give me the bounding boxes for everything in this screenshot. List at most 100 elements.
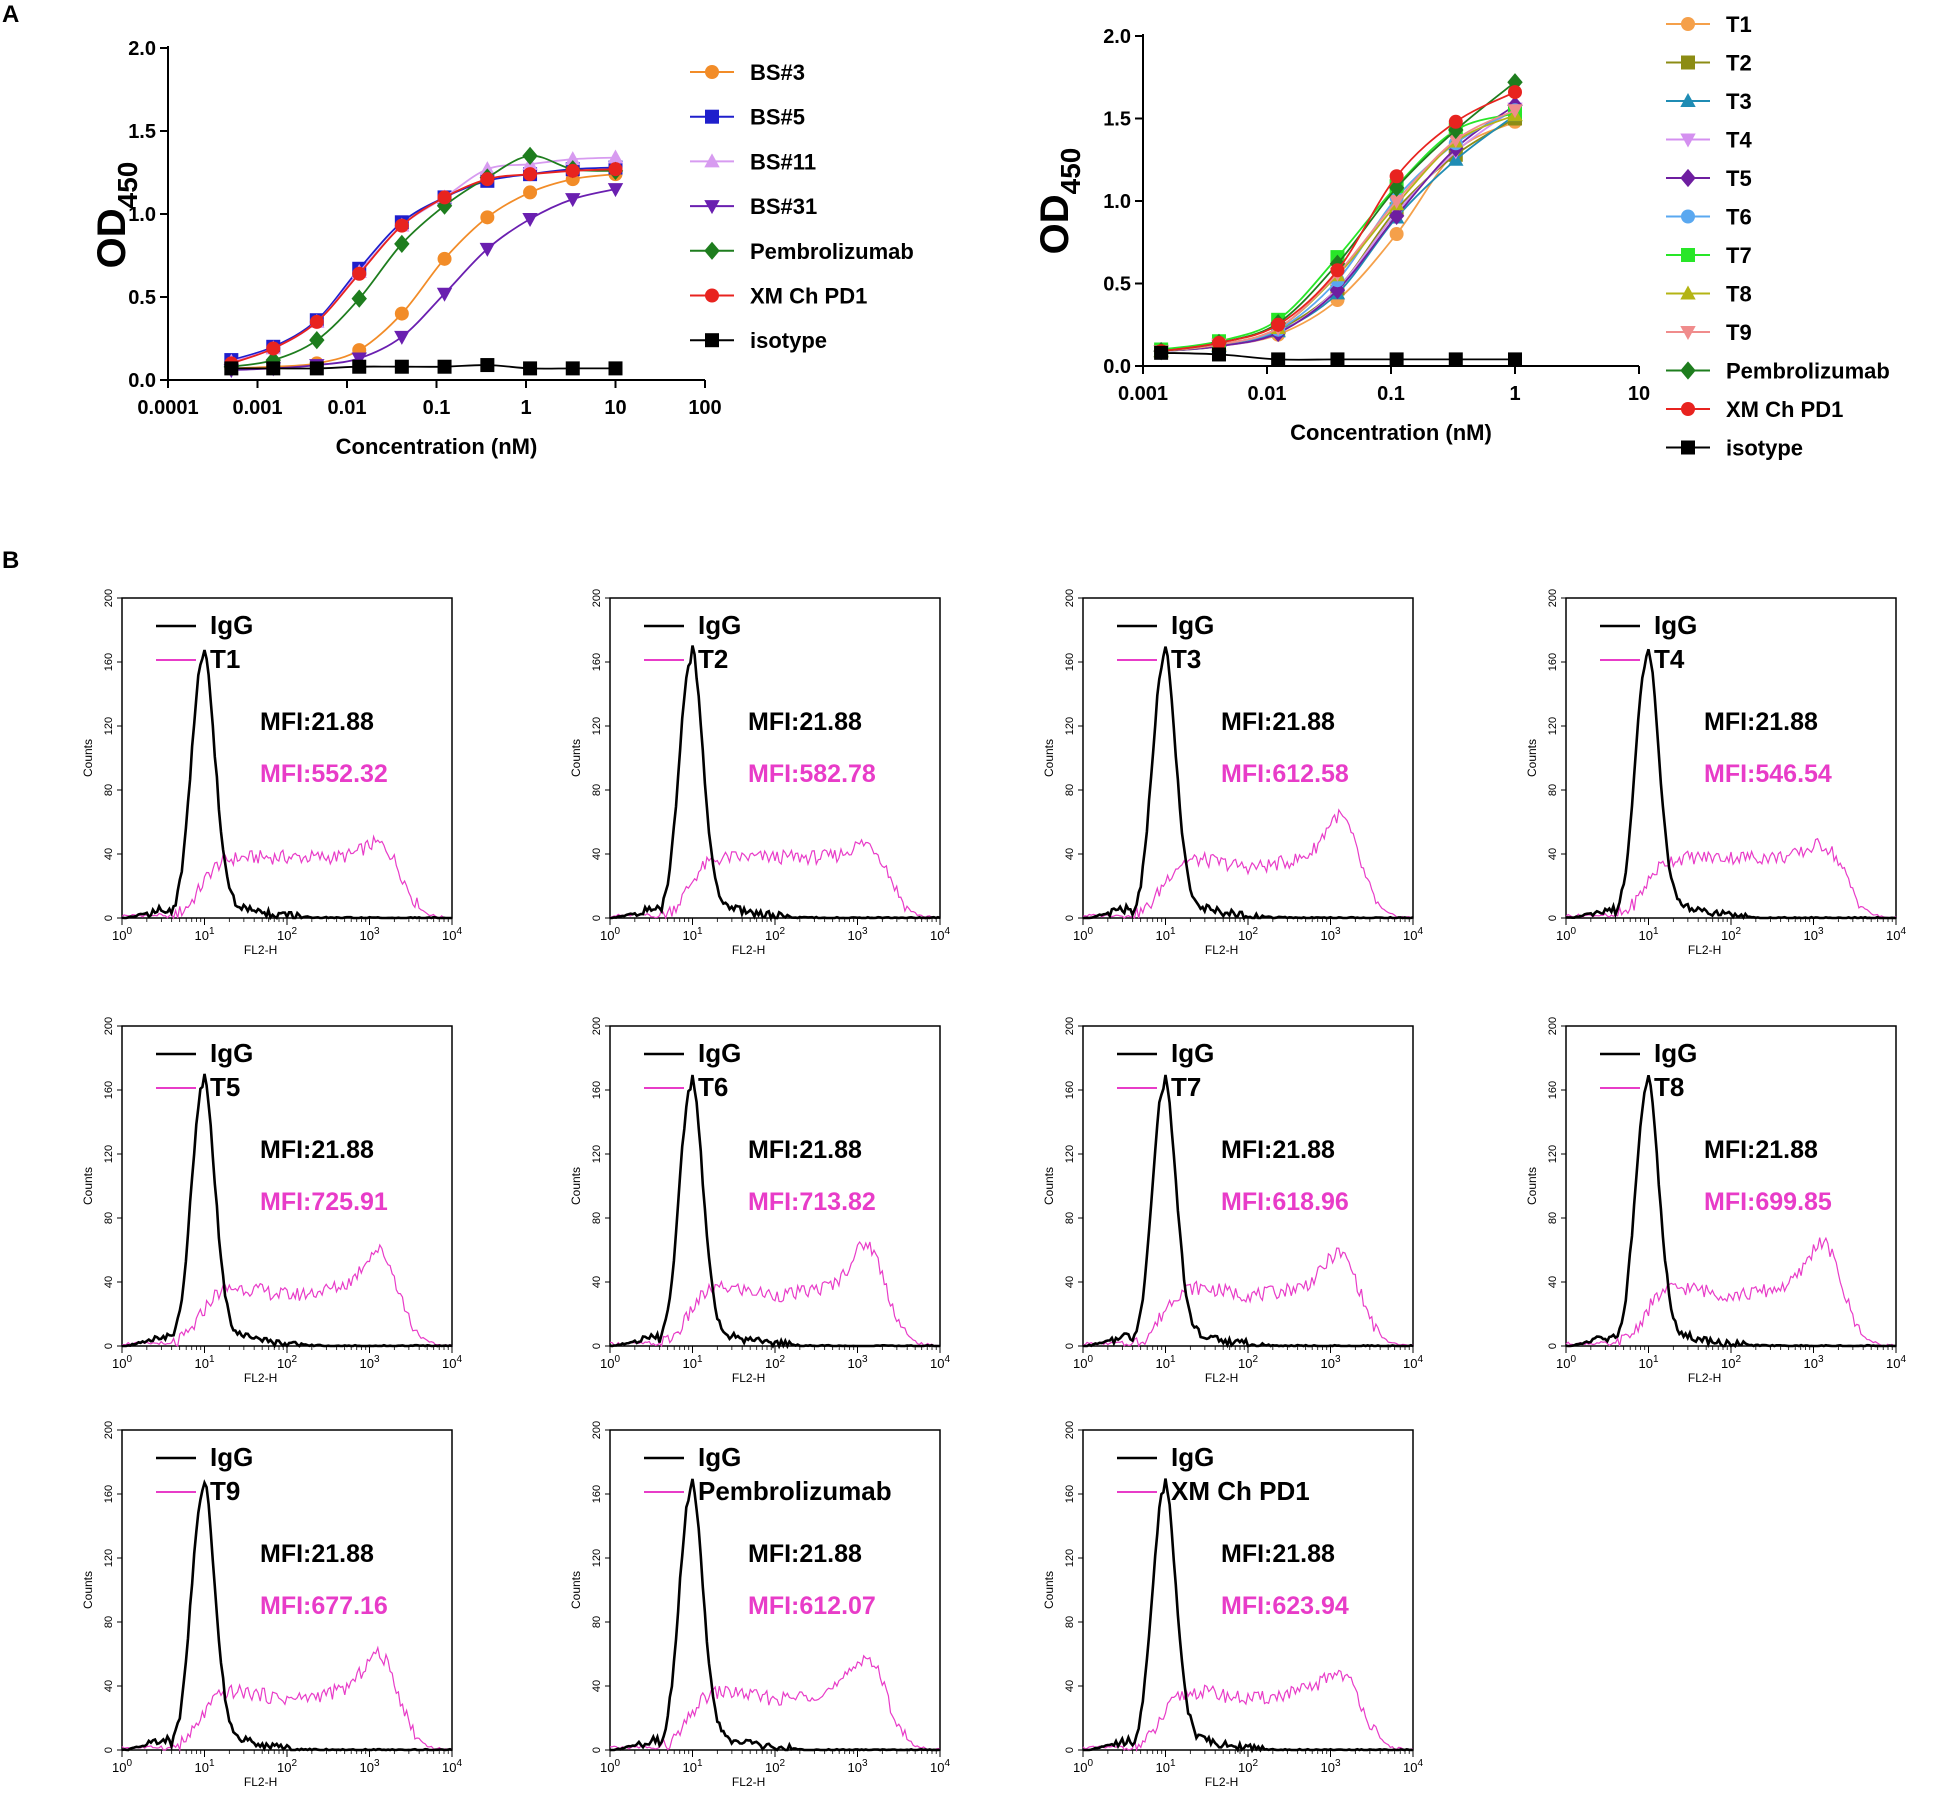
- x-tick-label: 100: [600, 1354, 620, 1371]
- x-tick-exponent: 4: [1417, 926, 1423, 937]
- x-tick-exponent: 3: [1335, 926, 1341, 937]
- data-point-isotype: [1211, 347, 1226, 362]
- legend-marker: [1680, 92, 1696, 107]
- x-tick-base: 10: [359, 928, 373, 943]
- legend-item-isotype: isotype: [1666, 436, 1803, 461]
- x-tick-label: 104: [1403, 1758, 1423, 1775]
- x-tick-base: 10: [1556, 928, 1570, 943]
- y-tick-label: 80: [1064, 784, 1076, 796]
- data-point-pembrolizumab: [351, 289, 367, 308]
- legend-marker: [704, 200, 720, 215]
- sample-mfi-text: MFI:552.32: [260, 760, 388, 788]
- legend-label: T5: [1726, 166, 1752, 191]
- x-tick-base: 10: [1403, 928, 1417, 943]
- sample-histogram-line: [1565, 1236, 1897, 1347]
- histogram-legend: IgG T5: [156, 1038, 253, 1102]
- x-tick-exponent: 2: [291, 1354, 297, 1365]
- series-line-xm-ch-pd1: [231, 168, 616, 365]
- data-point-isotype: [266, 361, 281, 376]
- legend-marker: [1681, 209, 1695, 224]
- x-tick-exponent: 3: [1818, 926, 1824, 937]
- legend-label-sample: T3: [1171, 644, 1201, 674]
- histogram-legend: IgG T8: [1600, 1038, 1697, 1102]
- y-tick-label: 0.0: [128, 370, 156, 392]
- x-tick-label: 0.1: [423, 397, 451, 419]
- y-axis-label: Counts: [569, 1167, 583, 1205]
- control-mfi-text: MFI:21.88: [260, 708, 374, 736]
- y-axis-label-sub: 450: [1055, 148, 1086, 195]
- legend-item-t5: T5: [1666, 166, 1752, 191]
- plot-frame: [609, 1025, 941, 1347]
- data-point-xm-ch-pd1: [480, 172, 495, 187]
- y-tick-label: 40: [1064, 1276, 1076, 1288]
- legend-item-t7: T7: [1666, 243, 1752, 268]
- y-tick-label: 0: [1547, 1343, 1559, 1349]
- y-tick-label: 40: [1547, 1276, 1559, 1288]
- x-tick-base: 10: [682, 1356, 696, 1371]
- y-tick-label: 2.0: [128, 38, 156, 60]
- x-tick-label: 101: [1155, 926, 1175, 943]
- y-tick-label: 160: [591, 1081, 603, 1099]
- legend-label-sample: T4: [1654, 644, 1685, 674]
- series-line-bs-5: [231, 166, 616, 361]
- y-tick-label: 200: [591, 589, 603, 607]
- x-tick-base: 10: [1320, 1760, 1334, 1775]
- y-tick-label: 120: [1064, 717, 1076, 735]
- x-axis-label: FL2-H: [244, 943, 277, 957]
- data-point-isotype: [565, 361, 580, 376]
- y-axis-label: OD450: [90, 162, 143, 269]
- x-tick-exponent: 1: [209, 926, 215, 937]
- legend-label-igg: IgG: [210, 1038, 253, 1068]
- x-tick-base: 10: [194, 1356, 208, 1371]
- igg-histogram-line: [121, 649, 452, 921]
- data-point-xm-ch-pd1: [523, 167, 538, 182]
- y-tick-label: 160: [591, 1485, 603, 1503]
- x-tick-exponent: 1: [1170, 926, 1176, 937]
- legend-label: Pembrolizumab: [1726, 359, 1890, 384]
- x-tick-exponent: 4: [1900, 926, 1906, 937]
- histogram-legend: IgG T7: [1117, 1038, 1214, 1102]
- x-axis-label: FL2-H: [1205, 943, 1238, 957]
- y-tick-label: 0.0: [1103, 356, 1131, 378]
- legend-label-sample: XM Ch PD1: [1171, 1476, 1310, 1506]
- x-tick-exponent: 4: [456, 1758, 462, 1769]
- x-tick-base: 10: [277, 1760, 291, 1775]
- x-tick-exponent: 3: [1335, 1354, 1341, 1365]
- x-tick-exponent: 1: [1170, 1758, 1176, 1769]
- data-point-bs-31: [565, 193, 581, 208]
- x-tick-base: 10: [112, 1356, 126, 1371]
- histogram-legend: IgG T1: [156, 610, 253, 674]
- control-mfi-text: MFI:21.88: [1221, 708, 1335, 736]
- y-tick-label: 80: [1547, 1212, 1559, 1224]
- control-mfi-text: MFI:21.88: [748, 708, 862, 736]
- data-point-isotype: [608, 361, 623, 376]
- y-tick-label: 160: [103, 1081, 115, 1099]
- x-tick-exponent: 4: [944, 1758, 950, 1769]
- legend-marker: [704, 153, 720, 168]
- legend-label-igg: IgG: [1654, 610, 1697, 640]
- data-point-xm-ch-pd1: [1448, 114, 1463, 129]
- y-tick-label: 200: [103, 1017, 115, 1035]
- x-tick-exponent: 0: [126, 1758, 132, 1769]
- y-axis-label: Counts: [1042, 1571, 1056, 1609]
- data-point-pembrolizumab: [1388, 178, 1405, 197]
- sample-histogram-line: [1082, 1669, 1414, 1753]
- y-axis-label: Counts: [81, 1571, 95, 1609]
- x-tick-label: 101: [1155, 1758, 1175, 1775]
- x-tick-base: 10: [359, 1760, 373, 1775]
- x-tick-label: 1: [1509, 383, 1520, 405]
- x-tick-base: 10: [1886, 928, 1900, 943]
- data-point-pembrolizumab: [394, 234, 410, 253]
- x-tick-base: 10: [682, 1760, 696, 1775]
- sample-mfi-text: MFI:612.58: [1221, 760, 1349, 788]
- y-tick-label: 1.5: [1103, 109, 1131, 131]
- igg-histogram-line: [122, 1073, 453, 1349]
- legend-marker: [705, 109, 719, 124]
- y-tick-label: 160: [1064, 1081, 1076, 1099]
- legend-label-sample: T1: [210, 644, 240, 674]
- y-tick-label: 120: [591, 1145, 603, 1163]
